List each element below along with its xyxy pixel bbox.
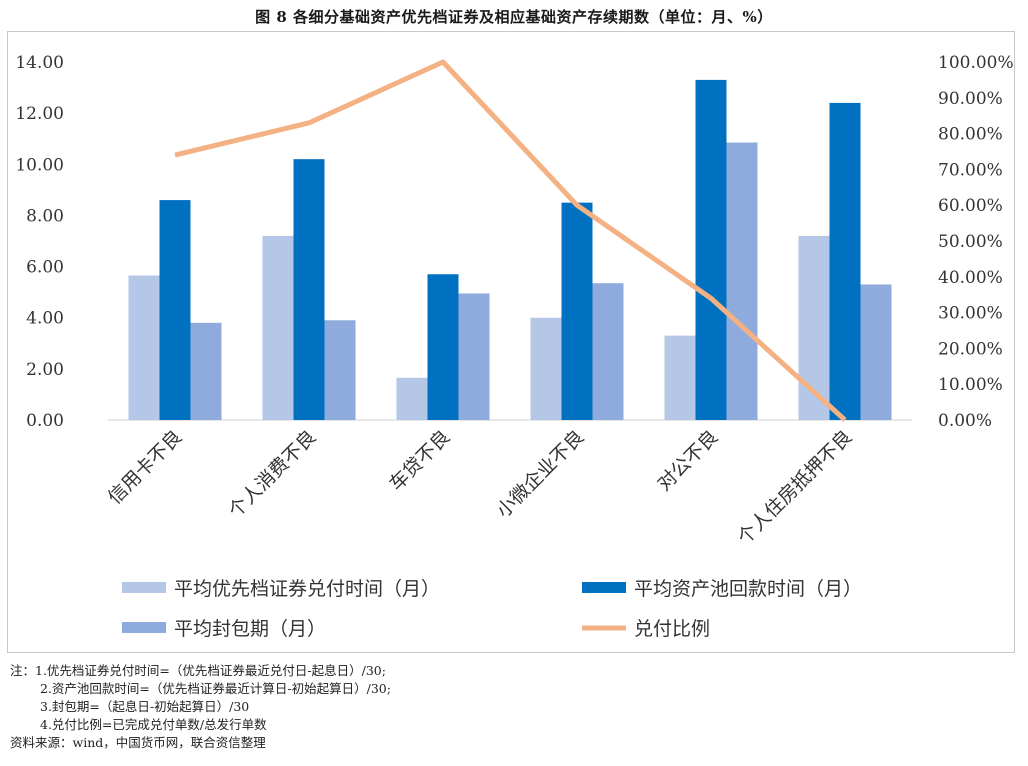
bar bbox=[458, 293, 490, 420]
y-left-tick-label: 8.00 bbox=[26, 206, 64, 226]
bar bbox=[190, 322, 222, 420]
y-right-tick-label: 80.00% bbox=[938, 125, 1003, 145]
bar bbox=[324, 320, 356, 420]
source-line: 资料来源：wind，中国货币网，联合资信整理 bbox=[10, 735, 266, 750]
y-right-tick-label: 90.00% bbox=[938, 89, 1003, 109]
bar bbox=[396, 377, 428, 420]
legend-label: 平均优先档证券兑付时间（月） bbox=[174, 578, 440, 600]
series-line bbox=[174, 59, 847, 422]
x-category-label: 小微企业不良 bbox=[492, 426, 588, 522]
legend-label: 兑付比例 bbox=[634, 618, 710, 640]
bar bbox=[592, 283, 624, 420]
chart-area: 0.00 2.00 4.00 6.00 8.00 10.00 12.00 14.00 0.00%… bbox=[7, 31, 1015, 653]
y-right-tick-label: 70.00% bbox=[938, 160, 1003, 180]
y-left-tick-label: 12.00 bbox=[15, 104, 64, 124]
bar bbox=[664, 335, 696, 420]
y-right-tick-label: 60.00% bbox=[938, 196, 1003, 216]
bar bbox=[695, 79, 727, 421]
note-line-2: 2.资产池回款时间=（优先档证券最近计算日-初始起算日）/30; bbox=[40, 681, 391, 696]
x-category-label: 个人消费不良 bbox=[224, 426, 320, 522]
legend-swatch bbox=[122, 582, 166, 593]
bar bbox=[159, 200, 191, 420]
y-left-tick-label: 0.00 bbox=[26, 411, 64, 431]
note-line-4: 4.兑付比例=已完成兑付单数/总发行单数 bbox=[40, 717, 267, 732]
y-left-tick-label: 4.00 bbox=[26, 309, 64, 329]
x-category-label: 对公不良 bbox=[653, 426, 722, 495]
y-left-tick-label: 2.00 bbox=[26, 360, 64, 380]
x-category-label: 信用卡不良 bbox=[104, 426, 187, 509]
notes-block: 注：1.优先档证券兑付时间=（优先档证券最近兑付日-起息日）/30; 2.资产池… bbox=[10, 662, 391, 752]
x-category-label: 车贷不良 bbox=[385, 426, 454, 495]
y-right-tick-label: 30.00% bbox=[938, 304, 1003, 324]
y-right-tick-label: 40.00% bbox=[938, 268, 1003, 288]
bar bbox=[829, 102, 861, 421]
y-right-tick-label: 10.00% bbox=[938, 375, 1003, 395]
bar bbox=[726, 142, 758, 421]
bar bbox=[293, 159, 325, 420]
y-left-tick-label: 14.00 bbox=[15, 53, 64, 73]
legend-swatch bbox=[582, 582, 626, 593]
x-category-label: 个人住房抵押不良 bbox=[733, 426, 856, 549]
y-right-tick-label: 50.00% bbox=[938, 232, 1003, 252]
bar bbox=[128, 275, 160, 420]
y-right-tick-label: 100.00% bbox=[938, 53, 1014, 73]
chart-svg: 0.00 2.00 4.00 6.00 8.00 10.00 12.00 14.00 0.00%… bbox=[15, 53, 1014, 640]
bar bbox=[561, 202, 593, 420]
bar bbox=[262, 235, 294, 420]
bar bbox=[427, 274, 459, 420]
bar bbox=[530, 317, 562, 420]
y-left-tick-label: 10.00 bbox=[15, 155, 64, 175]
y-right-tick-label: 0.00% bbox=[938, 411, 992, 431]
figure-title: 图 8 各细分基础资产优先档证券及相应基础资产存续期数（单位：月、%） bbox=[255, 8, 773, 26]
legend-swatch bbox=[122, 622, 166, 633]
note-line-3: 3.封包期=（起息日-初始起算日）/30 bbox=[40, 699, 250, 714]
y-left-tick-label: 6.00 bbox=[26, 258, 64, 278]
y-right-tick-label: 20.00% bbox=[938, 339, 1003, 359]
legend-label: 平均资产池回款时间（月） bbox=[634, 578, 862, 600]
bar bbox=[860, 284, 892, 420]
note-line-1: 注：1.优先档证券兑付时间=（优先档证券最近兑付日-起息日）/30; bbox=[10, 663, 386, 678]
legend-label: 平均封包期（月） bbox=[174, 618, 326, 640]
